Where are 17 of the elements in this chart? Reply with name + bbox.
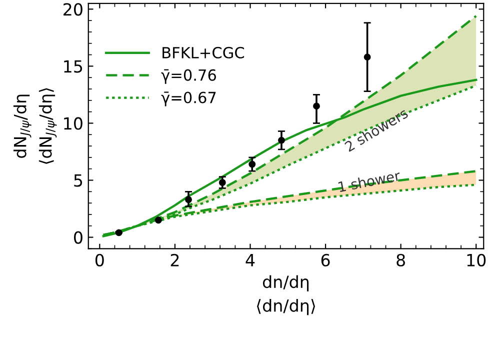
annotation: 1 shower — [338, 170, 401, 192]
legend-label: γ̄=0.67 — [161, 92, 216, 106]
legend-label: BFKL+CGC — [162, 46, 244, 58]
x-tick-label: 4 — [246, 254, 255, 266]
y-tick-label: 20 — [64, 3, 82, 16]
x-tick-label: 10 — [467, 254, 486, 266]
x-tick-label: 6 — [321, 254, 330, 266]
y-tick-label: 0 — [74, 231, 82, 244]
x-tick-label: 8 — [396, 254, 405, 266]
x-tick-label: 0 — [95, 254, 104, 266]
x-axis-title: dn/dη ⟨dn/dη⟩ — [257, 275, 315, 316]
y-tick-label: 15 — [64, 60, 82, 73]
legend-label: γ̄=0.76 — [161, 69, 216, 84]
x-tick-label: 2 — [170, 254, 179, 266]
y-tick-label: 5 — [74, 174, 82, 187]
y-tick-label: 10 — [64, 117, 82, 130]
y-axis-title: dN$_{J/ψ}$/dη ⟨dN$_{J/ψ}$/dη⟩ — [13, 88, 57, 164]
